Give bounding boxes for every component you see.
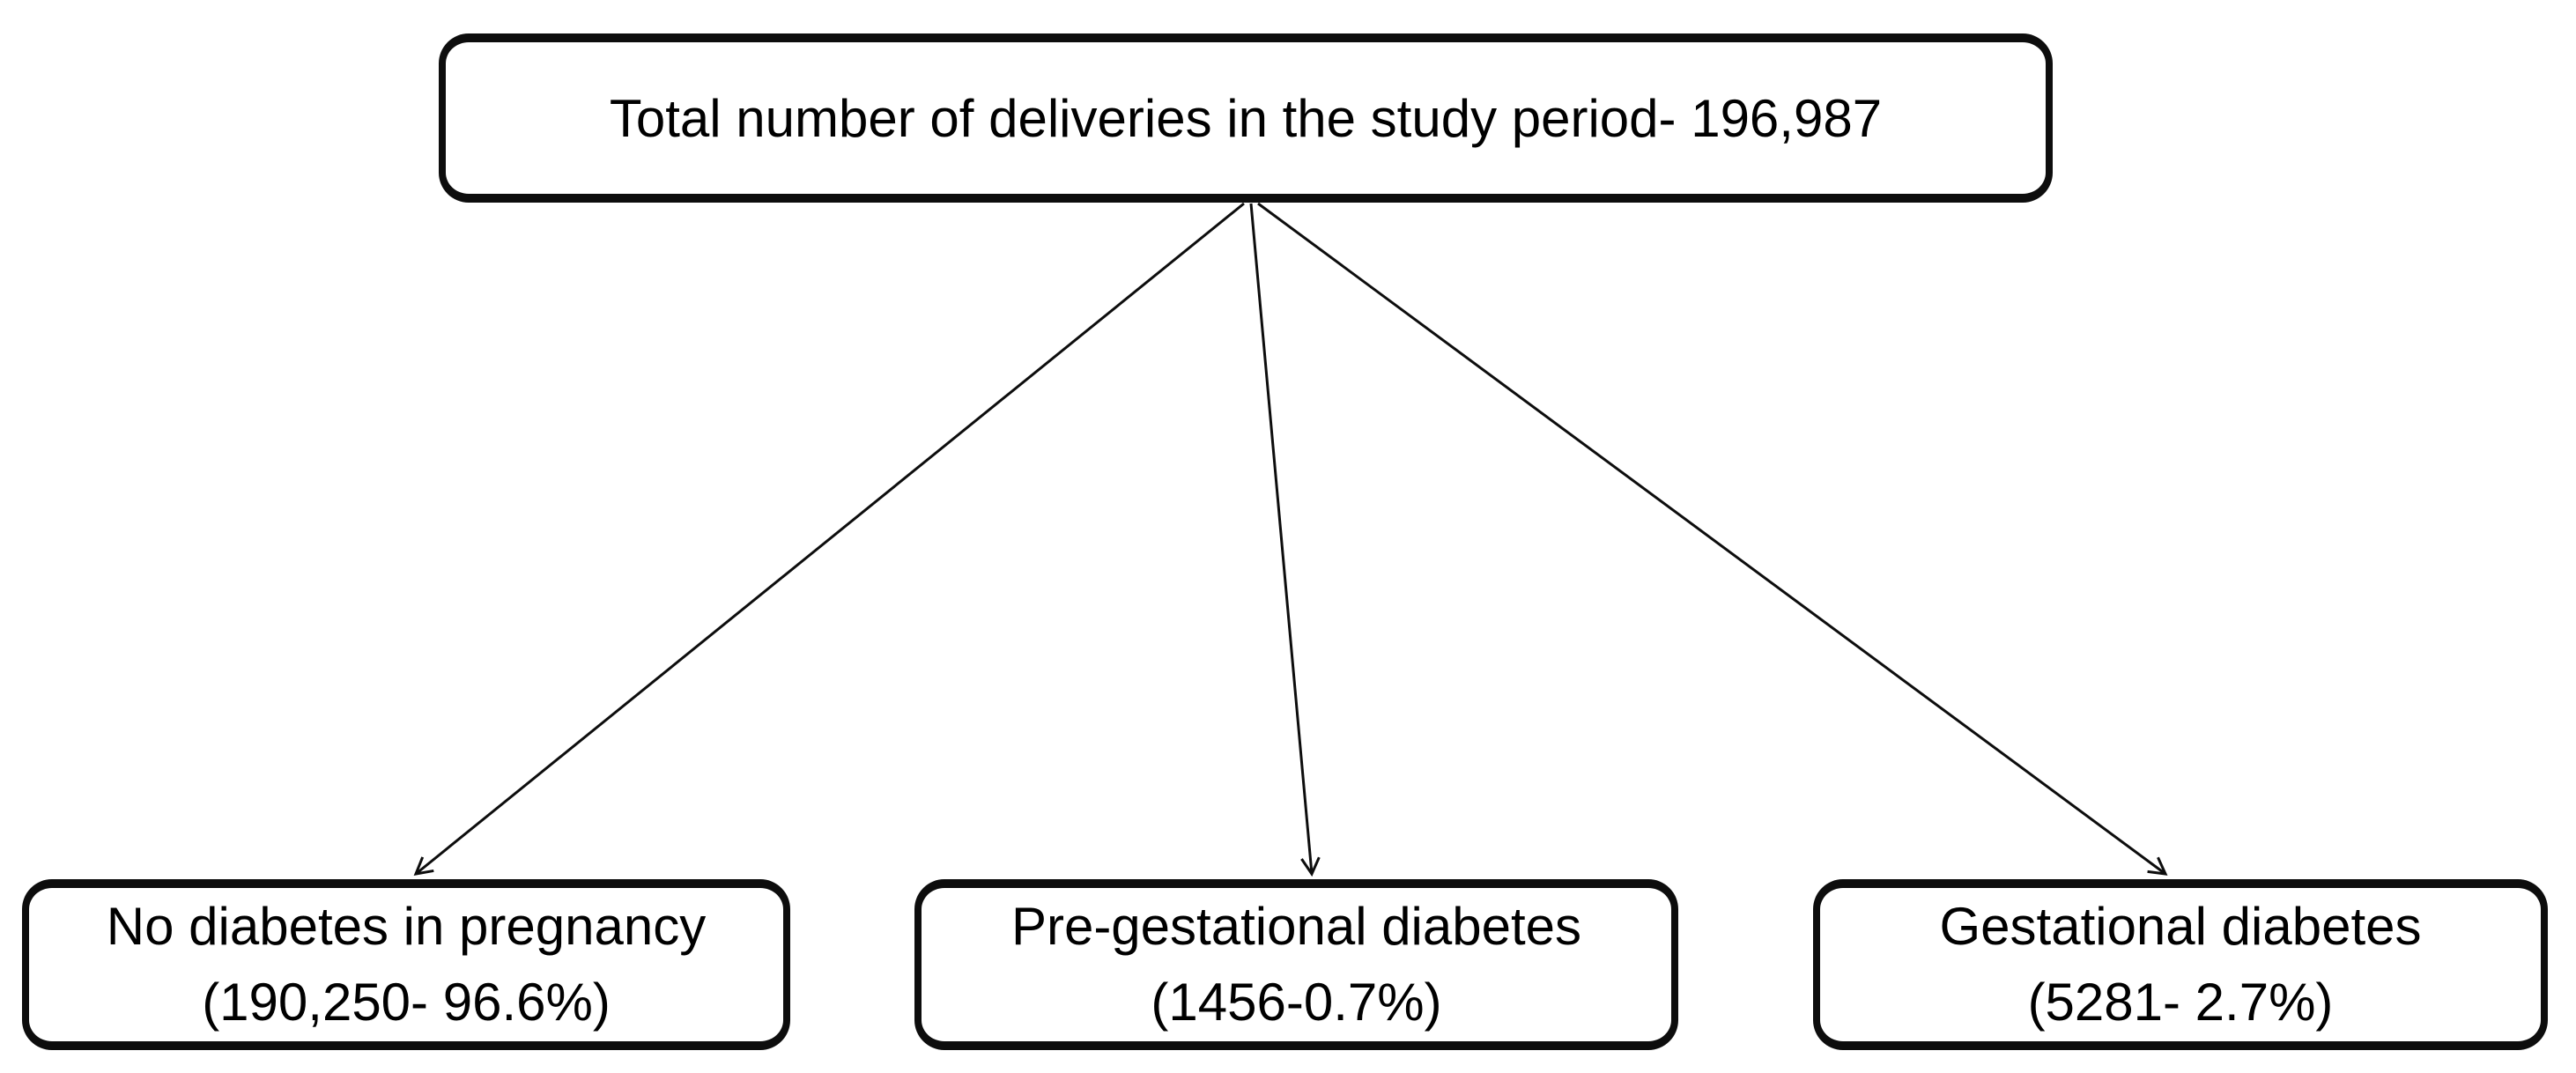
arrow-root-to-no-diabetes [413,202,1245,876]
node-gestational-diabetes: Gestational diabetes (5281- 2.7%) [1813,879,2548,1050]
node-no-diabetes-value: (190,250- 96.6%) [202,973,611,1032]
node-pre-gestational-diabetes: Pre-gestational diabetes (1456-0.7%) [914,879,1678,1050]
node-total-deliveries-label: Total number of deliveries in the study … [609,88,1883,148]
node-total-deliveries: Total number of deliveries in the study … [439,33,2053,203]
node-pre-gestational-diabetes-label: Pre-gestational diabetes [1010,897,1582,956]
node-no-diabetes: No diabetes in pregnancy (190,250- 96.6%… [22,879,790,1050]
node-gestational-diabetes-label: Gestational diabetes [1939,897,2422,956]
node-gestational-diabetes-value: (5281- 2.7%) [2027,973,2334,1032]
node-pre-gestational-diabetes-value: (1456-0.7%) [1151,973,1442,1032]
arrow-root-to-pre-gestational [1249,203,1321,877]
node-no-diabetes-label: No diabetes in pregnancy [106,897,707,956]
arrow-root-to-gestational [1257,202,2168,876]
